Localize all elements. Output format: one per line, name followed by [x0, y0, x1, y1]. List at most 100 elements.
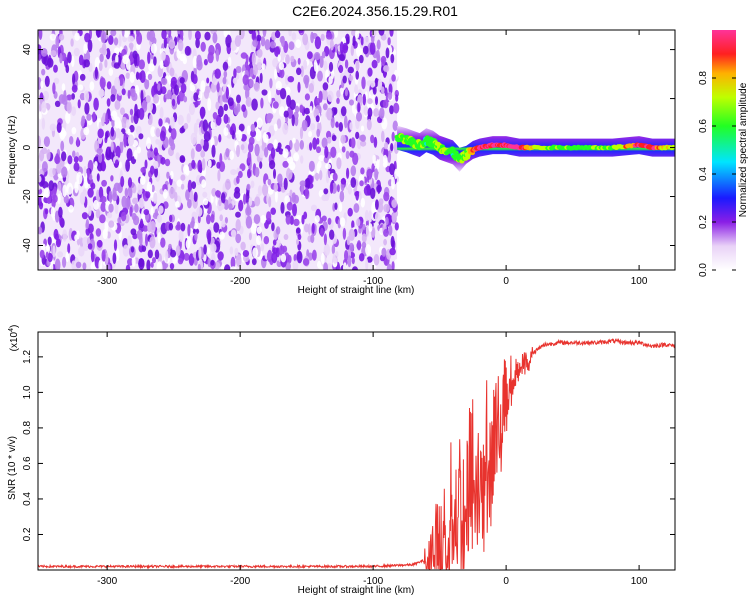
noise-cell: [350, 165, 357, 177]
noise-cell: [96, 173, 100, 182]
noise-cell: [105, 48, 111, 60]
noise-cell: [339, 190, 345, 203]
noise-cell: [108, 220, 115, 228]
noise-cell: [348, 242, 355, 252]
noise-cell: [82, 236, 89, 246]
noise-cell: [344, 59, 349, 69]
noise-cell: [158, 118, 163, 127]
noise-cell: [130, 246, 135, 253]
noise-cell: [47, 236, 52, 246]
noise-cell: [274, 190, 278, 203]
noise-cell: [283, 177, 288, 190]
noise-cell: [147, 73, 153, 81]
noise-cell: [82, 262, 87, 270]
noise-cell: [229, 246, 234, 255]
noise-cell: [355, 70, 360, 80]
noise-cell: [370, 187, 376, 200]
noise-cell: [200, 150, 206, 158]
noise-cell: [355, 60, 360, 72]
noise-cell: [144, 78, 150, 90]
noise-cell: [383, 238, 387, 246]
noise-cell: [340, 134, 346, 144]
noise-cell: [83, 59, 90, 68]
noise-cell: [201, 179, 207, 189]
noise-cell: [304, 223, 310, 233]
noise-cell: [328, 61, 334, 72]
snr-y-scale-exp: 4: [8, 328, 15, 332]
noise-cell: [229, 150, 235, 160]
noise-cell: [356, 111, 362, 122]
noise-cell: [299, 180, 307, 187]
noise-cell: [260, 36, 266, 47]
noise-cell: [236, 144, 240, 158]
noise-cell: [234, 35, 241, 47]
noise-cell: [391, 261, 395, 270]
noise-cell: [277, 142, 282, 150]
noise-cell: [357, 102, 361, 113]
noise-cell: [38, 54, 41, 61]
noise-cell: [197, 263, 201, 270]
noise-cell: [73, 156, 79, 163]
noise-cell: [138, 59, 145, 70]
noise-cell: [214, 68, 221, 79]
noise-cell: [161, 30, 167, 40]
noise-cell: [65, 111, 71, 124]
noise-cell: [338, 64, 344, 74]
noise-cell: [176, 79, 181, 86]
noise-cell: [39, 149, 45, 162]
noise-cell: [135, 71, 140, 81]
noise-cell: [328, 76, 333, 85]
noise-cell: [274, 30, 281, 39]
noise-cell: [134, 53, 138, 67]
noise-cell: [393, 102, 400, 114]
noise-cell: [149, 220, 156, 234]
y-tick-label: -20: [22, 189, 33, 204]
noise-cell: [78, 246, 85, 257]
noise-cell: [177, 39, 184, 52]
noise-cell: [376, 49, 380, 62]
noise-cell: [360, 140, 367, 147]
noise-cell: [61, 83, 66, 92]
noise-cell: [61, 151, 67, 162]
noise-cell: [53, 77, 60, 85]
noise-cell: [51, 197, 56, 209]
noise-cell: [310, 234, 315, 244]
noise-cell: [176, 179, 183, 187]
noise-cell: [366, 168, 373, 180]
noise-cell: [333, 257, 338, 264]
noise-cell: [40, 243, 46, 250]
noise-cell: [130, 115, 134, 124]
y-tick-label: -40: [22, 238, 33, 253]
noise-cell: [286, 167, 293, 180]
noise-cell: [349, 75, 354, 82]
noise-cell: [272, 58, 278, 68]
noise-cell: [323, 262, 328, 270]
noise-cell: [262, 183, 269, 197]
noise-cell: [363, 185, 371, 196]
noise-cell: [40, 80, 44, 89]
noise-cell: [171, 98, 176, 107]
noise-cell: [54, 100, 61, 108]
noise-cell: [260, 97, 264, 109]
noise-cell: [245, 215, 253, 229]
noise-cell: [62, 256, 67, 268]
noise-cell: [254, 196, 261, 207]
noise-cell: [235, 129, 243, 142]
noise-cell: [158, 205, 164, 214]
noise-cell: [323, 243, 331, 256]
noise-cell: [354, 84, 358, 95]
noise-cell: [150, 207, 154, 216]
noise-cell: [207, 159, 212, 168]
noise-cell: [92, 111, 96, 123]
noise-cell: [246, 125, 251, 135]
noise-cell: [38, 111, 42, 120]
noise-cell: [121, 30, 125, 37]
noise-cell: [316, 146, 321, 154]
noise-cell: [390, 235, 395, 248]
noise-cell: [252, 39, 258, 47]
noise-cell: [121, 195, 127, 209]
noise-cell: [248, 30, 254, 35]
noise-cell: [41, 68, 46, 76]
noise-cell: [267, 90, 272, 103]
noise-cell: [126, 148, 133, 162]
